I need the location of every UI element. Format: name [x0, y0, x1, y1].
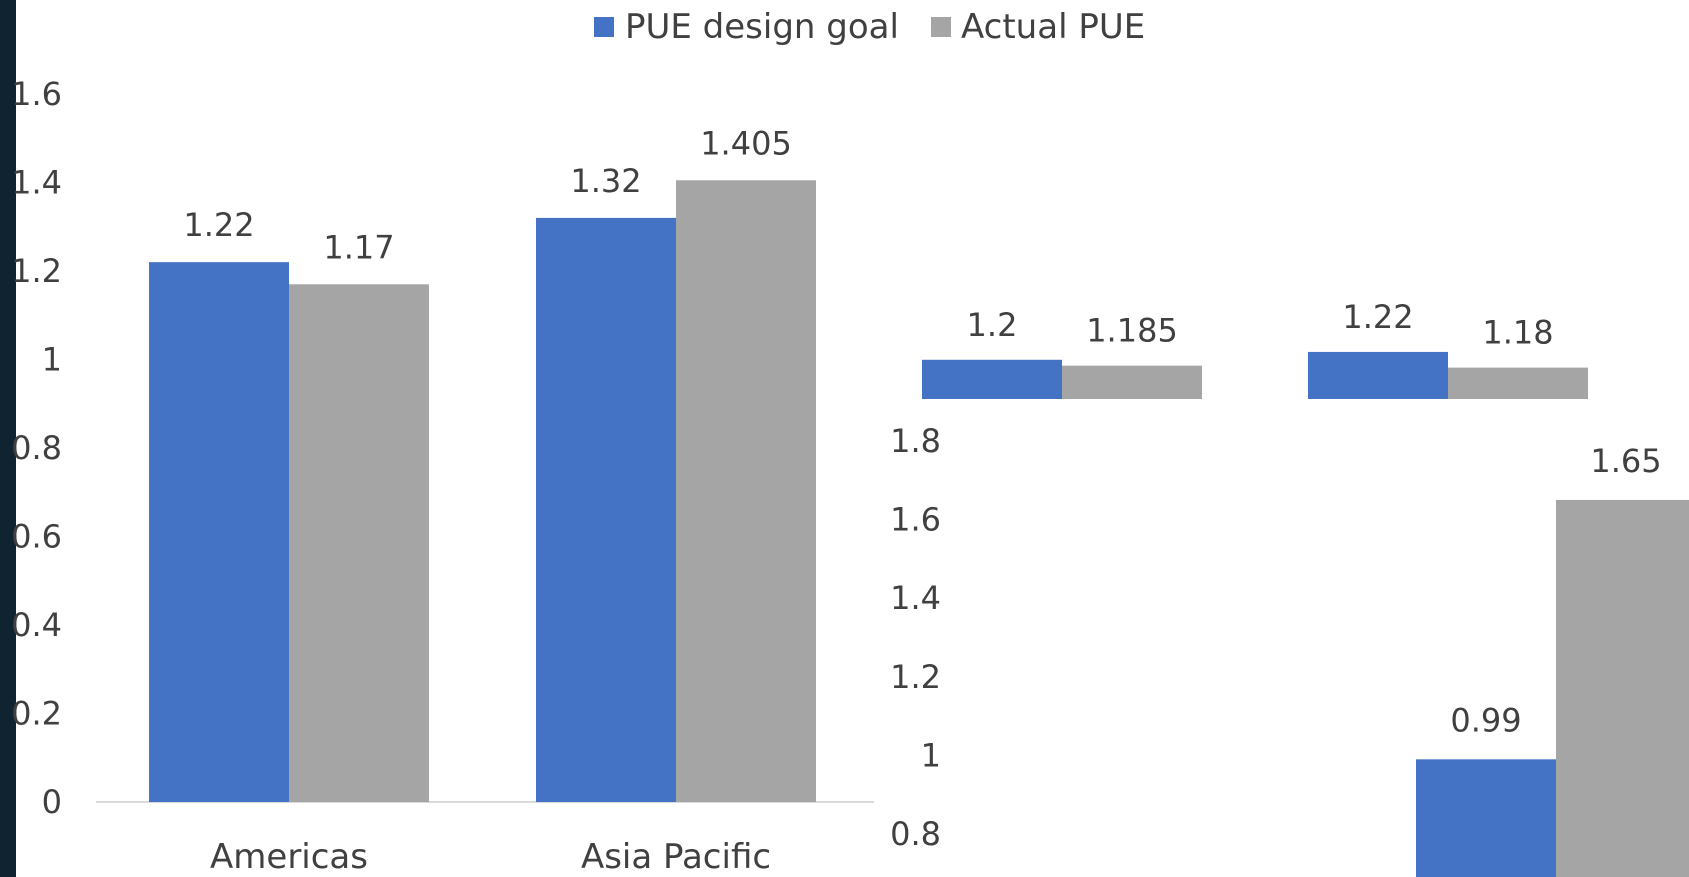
y-tick-label: 1.2: [11, 252, 62, 290]
chart-top-right: 1.2 1.185 1.22 1.18: [922, 298, 1588, 399]
y-tick-label: 0.6: [11, 518, 62, 556]
data-label: 1.185: [1086, 312, 1178, 350]
y-tick-label: 1.4: [11, 164, 62, 202]
y-tick-label: 1.8: [890, 422, 941, 460]
y-tick-label: 1.6: [890, 501, 941, 539]
y-tick-label: 0: [42, 783, 62, 821]
data-label: 0.99: [1450, 701, 1521, 739]
bar: [1062, 365, 1202, 399]
data-label: 1.65: [1590, 442, 1661, 480]
data-label: 1.22: [1342, 298, 1413, 336]
data-label: 1.32: [570, 162, 641, 200]
legend-swatch-design-goal: [594, 17, 614, 37]
data-label: 1.405: [700, 124, 792, 162]
bar: [1556, 499, 1689, 877]
data-label: 1.17: [323, 228, 394, 266]
data-label: 1.22: [183, 206, 254, 244]
data-label: 1.2: [967, 306, 1018, 344]
y-tick-label: 1.2: [890, 658, 941, 696]
bar: [1416, 759, 1556, 877]
y-tick-label: 1.4: [890, 579, 941, 617]
legend-label-actual: Actual PUE: [961, 7, 1145, 47]
y-tick-label: 0.2: [11, 695, 62, 733]
bar: [922, 359, 1062, 399]
chart-bottom-right: 0.8 1 1.2 1.4 1.6 1.8 0.99 1.65: [890, 422, 1689, 877]
chart-main: 0 0.2 0.4 0.6 0.8 1 1.2 1.4 1.6 1.22 1.17 Americas 1…: [11, 75, 874, 877]
bar: [289, 284, 429, 802]
x-tick-label: Asia Pacific: [581, 837, 771, 877]
bar: [1308, 351, 1448, 399]
y-tick-label: 0.8: [11, 429, 62, 467]
bar: [1448, 367, 1588, 399]
legend-swatch-actual: [931, 17, 951, 37]
y-tick-label: 1: [42, 341, 62, 379]
bar: [676, 180, 816, 803]
data-label: 1.18: [1482, 314, 1553, 352]
bar: [149, 262, 289, 802]
y-tick-label: 1: [921, 736, 941, 774]
y-tick-label: 1.6: [11, 75, 62, 113]
y-tick-label: 0.4: [11, 606, 62, 644]
legend: PUE design goal Actual PUE: [594, 7, 1145, 47]
bar: [536, 217, 676, 802]
y-tick-label: 0.8: [890, 815, 941, 853]
legend-label-design-goal: PUE design goal: [625, 7, 899, 47]
x-tick-label: Americas: [210, 837, 368, 877]
